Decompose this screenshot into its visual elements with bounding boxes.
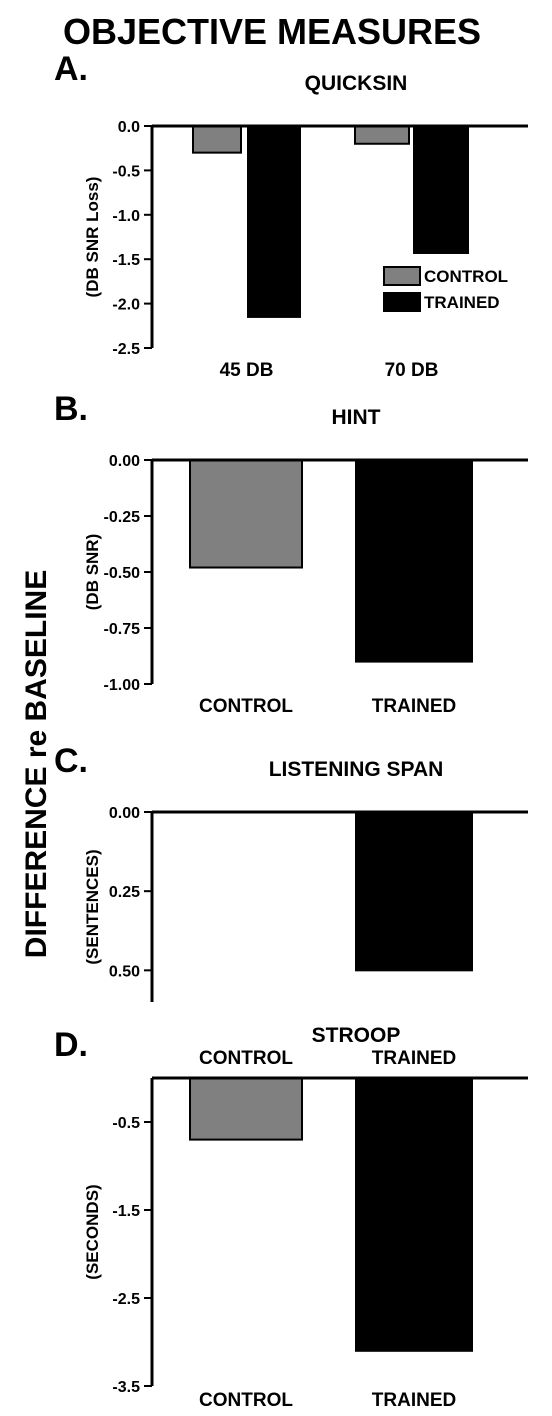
y-tick-label: -0.5 bbox=[112, 163, 140, 180]
bar-control bbox=[192, 125, 242, 154]
y-tick-label: 0.00 bbox=[109, 805, 140, 822]
panel-title: QUICKSIN bbox=[305, 72, 408, 95]
y-axis-label: (SENTENCES) bbox=[83, 849, 102, 964]
y-tick-label: -3.5 bbox=[112, 1379, 140, 1396]
x-tick-label: TRAINED bbox=[372, 696, 456, 717]
legend-label-control: CONTROL bbox=[424, 267, 508, 286]
y-tick-label: 0.00 bbox=[109, 453, 140, 470]
panel-label: D. bbox=[54, 1026, 88, 1064]
y-axis-label: (DB SNR Loss) bbox=[83, 177, 102, 298]
bar-trained bbox=[247, 125, 301, 318]
y-tick-label: -0.25 bbox=[104, 509, 141, 526]
y-tick-label: 0.0 bbox=[118, 119, 140, 136]
legend-swatch-control bbox=[383, 266, 421, 286]
x-tick-label: TRAINED bbox=[372, 1390, 456, 1411]
panel-title: STROOP bbox=[312, 1024, 401, 1047]
y-tick-label: -0.5 bbox=[112, 1115, 140, 1132]
y-tick-label: -1.5 bbox=[112, 252, 140, 269]
bar-control bbox=[354, 125, 410, 145]
panels: A. QUICKSIN (DB SNR Loss) 0.0 -0.5 -1.0 -1.5 -2… bbox=[54, 50, 528, 1411]
y-tick-label: -1.5 bbox=[112, 1203, 140, 1220]
bar-trained bbox=[355, 459, 473, 663]
y-axis-label: (SECONDS) bbox=[83, 1184, 102, 1279]
legend-label-trained: TRAINED bbox=[424, 293, 500, 312]
y-axis-label: (DB SNR) bbox=[83, 534, 102, 611]
panel-label: C. bbox=[54, 742, 88, 780]
bar-trained bbox=[413, 125, 469, 254]
figure-title: OBJECTIVE MEASURES bbox=[63, 11, 481, 52]
y-tick-label: -2.5 bbox=[112, 1291, 140, 1308]
panel-label: B. bbox=[54, 390, 88, 428]
x-tick-label: 70 DB bbox=[385, 360, 439, 381]
panel-title: LISTENING SPAN bbox=[269, 758, 444, 781]
y-tick-label: -1.00 bbox=[104, 677, 141, 694]
y-tick-label: -1.0 bbox=[112, 208, 140, 225]
x-tick-label: CONTROL bbox=[199, 696, 293, 717]
side-label: DIFFERENCE re BASELINE bbox=[20, 570, 53, 958]
y-tick-label: -0.50 bbox=[104, 565, 141, 582]
y-tick-label: 0.25 bbox=[109, 884, 140, 901]
y-tick-label: -0.75 bbox=[104, 621, 141, 638]
bar-trained bbox=[355, 811, 473, 972]
legend-swatch-trained bbox=[383, 292, 421, 312]
bar-trained bbox=[355, 1077, 473, 1352]
y-tick-label: -2.0 bbox=[112, 297, 140, 314]
x-tick-label: TRAINED bbox=[372, 1048, 456, 1069]
panel-label: A. bbox=[54, 50, 88, 88]
bar-control bbox=[189, 459, 303, 569]
y-tick-label: -2.5 bbox=[112, 341, 140, 358]
y-tick-label: 0.50 bbox=[109, 963, 140, 980]
x-tick-label: 45 DB bbox=[220, 360, 274, 381]
bar-control bbox=[189, 1077, 303, 1141]
x-tick-label: CONTROL bbox=[199, 1048, 293, 1069]
x-tick-label: CONTROL bbox=[199, 1390, 293, 1411]
panel-title: HINT bbox=[332, 406, 381, 429]
